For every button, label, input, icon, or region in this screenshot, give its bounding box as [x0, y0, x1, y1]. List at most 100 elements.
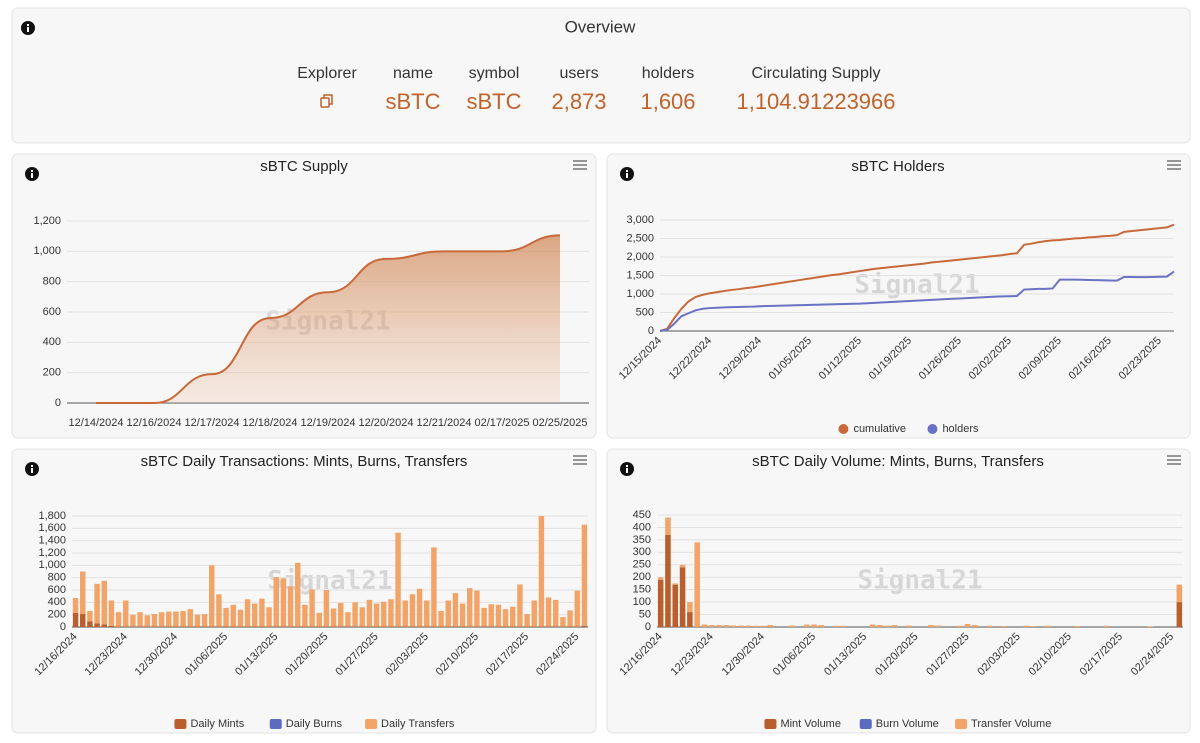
bar [752, 625, 759, 627]
bar [338, 602, 344, 627]
bar [115, 626, 122, 627]
bar [402, 600, 408, 627]
bar [123, 600, 129, 627]
menu-icon[interactable] [573, 160, 587, 170]
bar [366, 599, 373, 627]
bar [316, 626, 322, 627]
bar [395, 532, 401, 627]
bar [416, 626, 423, 627]
bar [359, 626, 365, 627]
bar [72, 598, 79, 613]
bar [151, 614, 158, 627]
bar [388, 599, 394, 627]
bar [295, 562, 301, 627]
bar [166, 626, 172, 627]
bar [115, 612, 122, 627]
legend-label: holders [942, 423, 979, 435]
bar [252, 626, 258, 627]
bar [244, 626, 251, 627]
copy-icon[interactable] [320, 94, 333, 108]
bar [216, 594, 222, 627]
bar [101, 580, 107, 625]
bar [402, 626, 408, 627]
bar [273, 626, 279, 627]
bar [244, 599, 251, 627]
y-tick-label: 1,500 [626, 269, 654, 281]
bar [474, 590, 480, 627]
y-tick-label: 350 [633, 534, 651, 546]
bar [388, 626, 394, 627]
bar [510, 606, 516, 627]
bar [745, 625, 752, 627]
bar [1030, 626, 1037, 627]
bar [438, 626, 444, 627]
bar [545, 597, 552, 627]
menu-icon[interactable] [1167, 160, 1181, 170]
bar [906, 625, 912, 627]
watermark: Signal21 [854, 270, 979, 300]
y-tick-label: 3,000 [626, 214, 654, 226]
legend-label: Mint Volume [780, 718, 841, 730]
bar [1001, 626, 1007, 627]
bar [409, 626, 416, 627]
line [96, 234, 561, 404]
field-label: name [393, 65, 433, 82]
info-icon[interactable] [620, 167, 634, 181]
menu-icon[interactable] [1167, 455, 1181, 465]
info-icons[interactable] [21, 21, 634, 476]
bar [108, 600, 115, 626]
info-icon[interactable] [620, 462, 634, 476]
bar [431, 547, 437, 627]
bar [345, 612, 351, 627]
bar [581, 524, 588, 626]
legend-label: Daily Mints [190, 718, 244, 730]
bar [366, 626, 373, 627]
bar [302, 604, 308, 627]
bar [223, 607, 229, 627]
bar [273, 577, 279, 627]
info-icon[interactable] [25, 462, 39, 476]
bar [510, 626, 516, 627]
menu-icon[interactable] [573, 455, 587, 465]
bar [173, 626, 179, 627]
bar [679, 564, 686, 568]
bar [187, 609, 193, 627]
y-tick-label: 0 [645, 621, 651, 633]
bar [488, 604, 494, 627]
y-tick-label: 50 [639, 608, 651, 620]
bar [789, 625, 795, 627]
bar [1176, 584, 1183, 603]
legend-swatch [859, 719, 872, 729]
bar [1074, 626, 1080, 627]
bar [517, 626, 523, 627]
info-icon[interactable] [21, 21, 35, 35]
y-tick-label: 400 [48, 596, 66, 608]
bar [180, 610, 186, 627]
chart-panel [606, 153, 1191, 439]
menu-icons[interactable] [573, 160, 1181, 465]
legend-label: Transfer Volume [971, 718, 1051, 730]
bar [567, 626, 573, 627]
legend-label: cumulative [853, 423, 906, 435]
x-tick-label: 12/20/2024 [358, 417, 413, 429]
y-tick-label: 250 [633, 559, 651, 571]
bar [123, 626, 129, 627]
bar [502, 609, 509, 627]
chart-title: sBTC Daily Volume: Mints, Burns, Transfe… [752, 453, 1044, 470]
bar [80, 571, 86, 615]
bar [80, 614, 86, 627]
bar [101, 624, 107, 627]
bar [517, 584, 523, 627]
bar [452, 593, 459, 627]
x-tick-label: 12/21/2024 [416, 417, 471, 429]
bar [359, 607, 365, 627]
y-tick-label: 0 [60, 621, 66, 633]
x-tick-label: 12/17/2024 [184, 417, 239, 429]
bar [574, 590, 580, 627]
bar [237, 609, 244, 627]
bar [158, 612, 165, 627]
legend-swatch [927, 424, 938, 434]
bar [259, 598, 265, 627]
info-icon[interactable] [25, 167, 39, 181]
